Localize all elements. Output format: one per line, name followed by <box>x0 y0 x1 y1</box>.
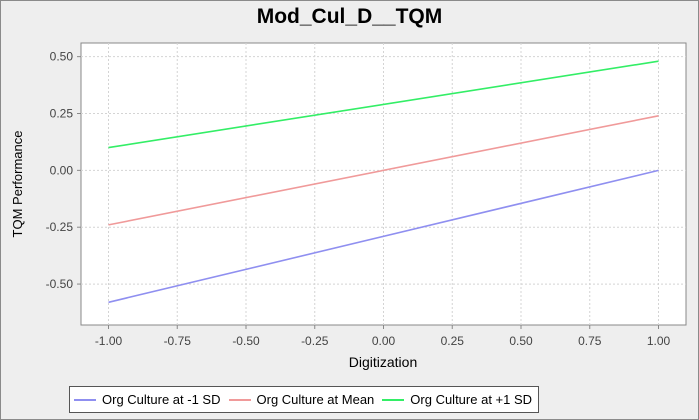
x-tick-label: -0.50 <box>232 334 260 348</box>
legend-item-2: Org Culture at Mean <box>228 392 375 407</box>
legend-item-1: Org Culture at -1 SD <box>74 392 221 407</box>
x-tick-label: 0.50 <box>509 334 533 348</box>
axis-layer: -1.00 -0.75 -0.50 -0.25 0.00 0.25 0.50 0.75 1.00… <box>46 50 671 348</box>
y-tick-label: -0.50 <box>46 277 74 291</box>
x-tick-label: -1.00 <box>95 334 123 348</box>
x-tick-label: -0.25 <box>301 334 329 348</box>
y-axis-label: TQM Performance <box>10 131 25 238</box>
legend-swatch <box>74 398 96 401</box>
y-tick-label: 0.25 <box>50 107 74 121</box>
y-tick-label: 0.00 <box>50 163 74 177</box>
legend-label: Org Culture at -1 SD <box>102 392 221 407</box>
series-line-3 <box>108 60 659 149</box>
x-tick-label: -0.75 <box>164 334 192 348</box>
chart-title: Mod_Cul_D__TQM <box>256 5 443 28</box>
y-tick-label: -0.25 <box>46 220 74 234</box>
legend-swatch <box>228 398 251 401</box>
legend-swatch <box>382 398 405 401</box>
x-tick-label: 0.25 <box>441 334 465 348</box>
x-tick-label: 0.00 <box>372 334 396 348</box>
series-line-1 <box>108 169 659 304</box>
grid-layer <box>81 43 686 325</box>
x-tick-label: 1.00 <box>647 334 671 348</box>
legend-item-3: Org Culture at +1 SD <box>382 392 532 407</box>
x-axis-label: Digitization <box>349 354 417 370</box>
legend-label: Org Culture at Mean <box>256 392 375 407</box>
legend-label: Org Culture at +1 SD <box>410 392 533 407</box>
legend: Org Culture at -1 SD Org Culture at Mean O… <box>69 386 540 413</box>
x-tick-label: 0.75 <box>578 334 602 348</box>
series-layer <box>108 60 659 304</box>
y-tick-label: 0.50 <box>50 50 74 64</box>
series-line-2 <box>108 115 659 226</box>
